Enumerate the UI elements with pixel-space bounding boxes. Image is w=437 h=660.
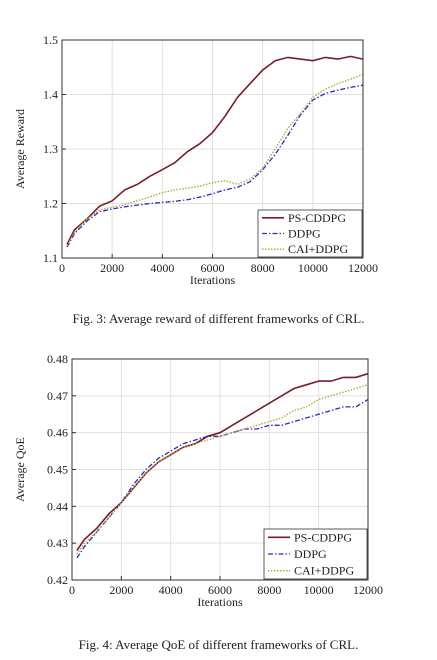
y-tick-label: 0.44	[47, 499, 68, 513]
legend-label: DDPG	[294, 547, 327, 561]
y-tick-label: 1.5	[43, 33, 58, 47]
x-tick-label: 4000	[150, 261, 174, 275]
x-tick-label: 4000	[159, 583, 183, 597]
series-line-ps-cddpg	[66, 55, 364, 245]
y-tick-label: 0.48	[47, 352, 68, 366]
reward-chart: 0 2000 4000 6000 8000 10000 12000 1.1 1.2 1.3 1.4 1…	[13, 33, 378, 287]
figure-3-caption: Fig. 3: Average reward of different fram…	[72, 311, 365, 326]
y-tick-label: 1.3	[43, 142, 58, 156]
x-tick-label: 12000	[353, 583, 383, 597]
x-axis-label: Iterations	[190, 273, 236, 287]
x-tick-label: 10000	[298, 261, 328, 275]
x-tick-label: 6000	[201, 261, 225, 275]
y-tick-label: 0.42	[47, 573, 68, 587]
qoe-chart: 0 2000 4000 6000 8000 10000 12000 0.42 0.43 0.44 0…	[13, 352, 383, 609]
legend-label: PS-CDDPG	[294, 530, 352, 544]
x-tick-label: 2000	[109, 583, 133, 597]
x-tick-label: 8000	[257, 583, 281, 597]
y-axis-label: Average QoE	[13, 437, 27, 502]
legend-label: DDPG	[288, 227, 321, 241]
x-tick-label: 2000	[100, 261, 124, 275]
y-tick-label: 0.47	[47, 389, 68, 403]
y-tick-label: 1.2	[43, 197, 58, 211]
y-tick-label: 0.46	[47, 426, 68, 440]
x-tick-label: 6000	[208, 583, 232, 597]
legend-label: PS-CDDPG	[288, 211, 346, 225]
x-tick-label: 0	[59, 261, 65, 275]
x-tick-label: 8000	[251, 261, 275, 275]
series-line-ddpg	[76, 398, 369, 559]
x-tick-label: 12000	[348, 261, 378, 275]
y-axis-label: Average Reward	[13, 109, 27, 189]
series-line-ddpg	[66, 84, 364, 248]
x-axis-label: Iterations	[197, 595, 243, 609]
series-line-cai-ddpg	[66, 73, 364, 247]
legend: PS-CDDPG DDPG CAI+DDPG	[263, 528, 368, 580]
legend-label: CAI+DDPG	[288, 242, 348, 256]
y-tick-label: 1.1	[43, 251, 58, 265]
legend-label: CAI+DDPG	[294, 564, 354, 578]
y-tick-label: 0.45	[47, 463, 68, 477]
figure-4-caption: Fig. 4: Average QoE of different framewo…	[78, 637, 359, 652]
x-tick-label: 0	[69, 583, 75, 597]
y-tick-label: 1.4	[43, 88, 58, 102]
x-tick-label: 10000	[304, 583, 334, 597]
series-line-ps-cddpg	[76, 372, 369, 551]
y-tick-label: 0.43	[47, 536, 68, 550]
